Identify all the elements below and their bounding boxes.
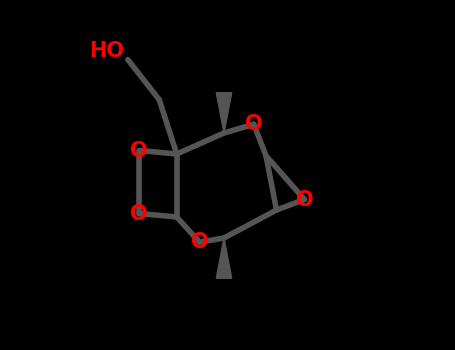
- Polygon shape: [216, 93, 232, 133]
- Text: O: O: [245, 114, 263, 134]
- Text: O: O: [191, 232, 208, 252]
- Text: HO: HO: [89, 41, 124, 61]
- Text: O: O: [296, 189, 313, 210]
- Text: O: O: [131, 140, 148, 161]
- Polygon shape: [216, 238, 232, 278]
- Text: O: O: [131, 203, 148, 224]
